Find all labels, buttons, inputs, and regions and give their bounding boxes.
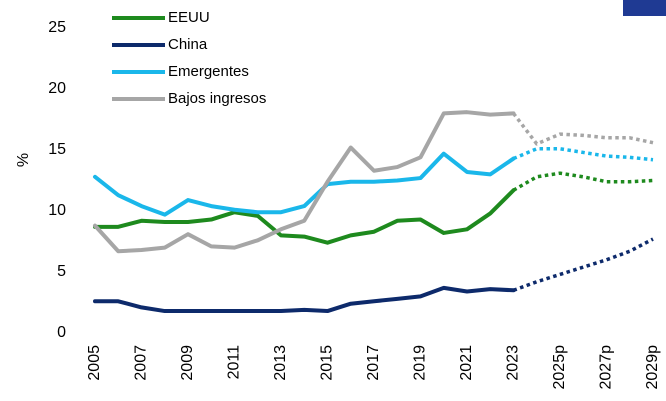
y-tick-label: 10 <box>48 202 66 219</box>
projection-line <box>512 147 654 162</box>
y-axis-label: % <box>15 153 32 167</box>
projection-line <box>512 112 654 146</box>
series-line <box>93 110 516 254</box>
x-tick-label: 2017 <box>365 345 382 381</box>
x-tick-label: 2027p <box>598 345 615 390</box>
x-tick-label: 2009 <box>179 345 196 381</box>
x-tick-label: 2011 <box>226 345 243 380</box>
legend-label: China <box>168 36 208 53</box>
x-tick-label: 2023 <box>505 345 522 381</box>
corner-badge <box>623 0 666 16</box>
x-tick-label: 2021 <box>458 345 475 381</box>
y-tick-label: 20 <box>48 80 66 97</box>
x-tick-label: 2007 <box>133 345 150 381</box>
y-tick-label: 25 <box>48 19 66 36</box>
projection-line <box>512 237 654 292</box>
legend-label: Emergentes <box>168 63 249 80</box>
x-tick-label: 2005 <box>86 345 103 381</box>
series-line <box>93 285 516 314</box>
series-line <box>93 188 516 245</box>
legend-label: Bajos ingresos <box>168 90 266 107</box>
series-line <box>93 151 516 217</box>
y-tick-label: 15 <box>48 141 66 158</box>
x-tick-label: 2019 <box>412 345 429 381</box>
x-tick-label: 2015 <box>319 345 336 381</box>
projection-line <box>512 171 654 192</box>
y-tick-label: 5 <box>57 263 66 280</box>
legend-label: EEUU <box>168 9 210 26</box>
x-tick-label: 2025p <box>551 345 568 390</box>
x-tick-label: 2013 <box>272 345 289 381</box>
y-tick-label: 0 <box>57 324 66 341</box>
x-tick-label: 2029p <box>644 345 661 390</box>
